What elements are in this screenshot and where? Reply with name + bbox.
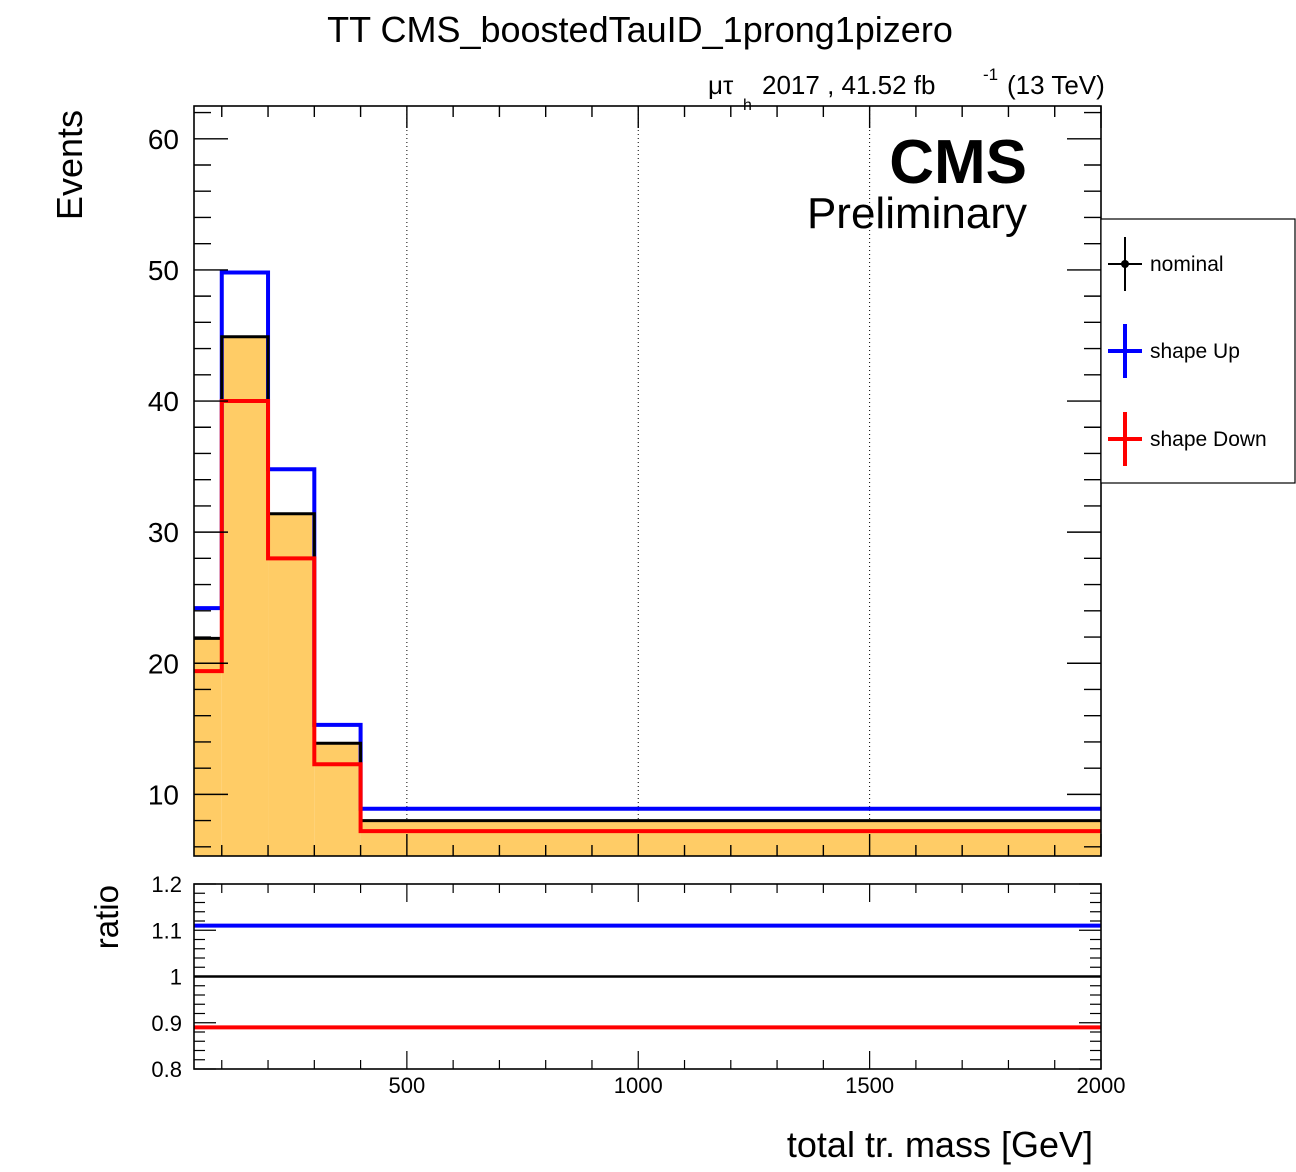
y-tick-label-60: 60 [148,124,179,155]
main-grid [406,106,871,856]
hist-line-shape-down [194,399,1101,834]
x-tick-label-1000: 1000 [614,1073,663,1098]
x-tick-label-1500: 1500 [845,1073,894,1098]
legend-marker-nominal-dot [1121,260,1129,268]
lumi-superscript: -1 [983,65,998,84]
x-tick-label-2000: 2000 [1077,1073,1126,1098]
channel-label: μτ [708,70,734,100]
main-histograms [194,270,1102,856]
legend-label-nominal: nominal [1150,253,1224,276]
legend-label-shape-down: shape Down [1150,428,1267,451]
preliminary-label: Preliminary [807,189,1027,238]
energy-label: (13 TeV) [1007,70,1105,100]
ratio-lines [194,923,1101,1030]
y-tick-label-20: 20 [148,648,179,679]
ratio-y-tick-label-4: 1.2 [151,872,182,897]
y-tick-label-50: 50 [148,255,179,286]
legend-entry-shape-up: shape Up [1108,324,1240,378]
y-tick-label-30: 30 [148,517,179,548]
cms-label: CMS [889,128,1027,197]
ratio-y-tick-label-2: 1 [170,965,182,990]
x-tick-label-500: 500 [389,1073,426,1098]
ratio-y-tick-label-1: 0.9 [151,1011,182,1036]
main-y-tick-labels: 10 20 30 40 50 60 [148,124,179,811]
y-tick-label-40: 40 [148,386,179,417]
legend: nominal shape Up shape Down [1100,218,1296,484]
bar-nominal-bin-2 [221,336,269,856]
ratio-x-tick-labels: 500 1000 1500 2000 [389,1073,1126,1098]
ratio-axis-title: ratio [88,885,125,949]
legend-entry-nominal: nominal [1108,237,1224,291]
x-axis-title: total tr. mass [GeV] [787,1124,1093,1165]
chart-title: TT CMS_boostedTauID_1prong1pizero [327,9,953,50]
ratio-y-tick-label-0: 0.8 [151,1057,182,1082]
bar-nominal-bin-4 [314,743,361,856]
ratio-y-tick-label-3: 1.1 [151,918,182,943]
main-ticks [194,106,1102,856]
legend-entry-shape-down: shape Down [1108,412,1267,466]
legend-label-shape-up: shape Up [1150,340,1240,363]
y-tick-label-10: 10 [148,779,179,810]
bar-nominal-bin-1 [194,638,222,856]
bar-nominal-bin-3 [268,513,315,856]
y-axis-title: Events [49,110,90,220]
hist-line-shape-up [194,270,1101,811]
ratio-y-tick-labels: 0.8 0.9 1 1.1 1.2 [151,872,182,1082]
ratio-ticks [194,883,1102,1070]
lumi-label: 2017 , 41.52 fb [762,70,935,100]
